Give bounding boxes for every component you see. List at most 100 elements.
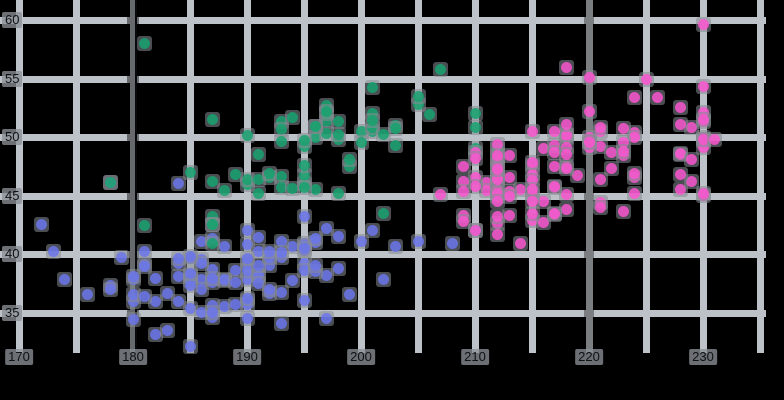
scatter-point-blue[interactable] bbox=[239, 223, 255, 239]
scatter-point-pink[interactable] bbox=[558, 186, 574, 202]
scatter-point-blue[interactable] bbox=[262, 244, 278, 260]
scatter-point-blue[interactable] bbox=[410, 233, 426, 249]
scatter-point-blue[interactable] bbox=[239, 290, 255, 306]
scatter-point-blue[interactable] bbox=[205, 271, 221, 287]
scatter-point-green[interactable] bbox=[228, 166, 244, 182]
scatter-point-pink[interactable] bbox=[615, 143, 631, 159]
scatter-point-pink[interactable] bbox=[558, 147, 574, 163]
scatter-point-pink[interactable] bbox=[615, 121, 631, 137]
scatter-point-blue[interactable] bbox=[228, 262, 244, 278]
scatter-point-pink[interactable] bbox=[638, 72, 654, 88]
scatter-point-green[interactable] bbox=[467, 106, 483, 122]
scatter-point-green[interactable] bbox=[239, 128, 255, 144]
scatter-point-pink[interactable] bbox=[592, 120, 608, 136]
scatter-point-green[interactable] bbox=[433, 61, 449, 77]
scatter-point-pink[interactable] bbox=[490, 162, 506, 178]
scatter-point-blue[interactable] bbox=[296, 262, 312, 278]
scatter-point-green[interactable] bbox=[205, 217, 221, 233]
scatter-point-blue[interactable] bbox=[182, 266, 198, 282]
scatter-point-pink[interactable] bbox=[672, 145, 688, 161]
scatter-point-green[interactable] bbox=[182, 164, 198, 180]
scatter-point-green[interactable] bbox=[205, 173, 221, 189]
scatter-point-green[interactable] bbox=[410, 88, 426, 104]
scatter-point-green[interactable] bbox=[319, 103, 335, 119]
scatter-point-blue[interactable] bbox=[250, 258, 266, 274]
scatter-point-pink[interactable] bbox=[570, 168, 586, 184]
scatter-point-blue[interactable] bbox=[193, 233, 209, 249]
scatter-point-pink[interactable] bbox=[513, 235, 529, 251]
scatter-point-green[interactable] bbox=[387, 137, 403, 153]
scatter-point-blue[interactable] bbox=[171, 251, 187, 267]
scatter-point-pink[interactable] bbox=[490, 209, 506, 225]
scatter-point-pink[interactable] bbox=[672, 166, 688, 182]
scatter-point-green[interactable] bbox=[273, 122, 289, 138]
scatter-point-green[interactable] bbox=[250, 147, 266, 163]
scatter-point-green[interactable] bbox=[319, 125, 335, 141]
scatter-point-pink[interactable] bbox=[672, 116, 688, 132]
scatter-point-blue[interactable] bbox=[216, 272, 232, 288]
scatter-point-green[interactable] bbox=[239, 171, 255, 187]
scatter-point-green[interactable] bbox=[285, 109, 301, 125]
scatter-point-green[interactable] bbox=[136, 218, 152, 234]
scatter-point-pink[interactable] bbox=[627, 129, 643, 145]
scatter-point-pink[interactable] bbox=[558, 60, 574, 76]
scatter-point-green[interactable] bbox=[216, 183, 232, 199]
scatter-point-blue[interactable] bbox=[262, 281, 278, 297]
scatter-point-green[interactable] bbox=[307, 118, 323, 134]
scatter-point-pink[interactable] bbox=[467, 150, 483, 166]
scatter-point-pink[interactable] bbox=[501, 207, 517, 223]
scatter-point-blue[interactable] bbox=[250, 230, 266, 246]
scatter-point-pink[interactable] bbox=[524, 182, 540, 198]
scatter-point-pink[interactable] bbox=[490, 193, 506, 209]
scatter-point-blue[interactable] bbox=[250, 275, 266, 291]
scatter-point-blue[interactable] bbox=[125, 312, 141, 328]
scatter-point-green[interactable] bbox=[307, 182, 323, 198]
scatter-point-blue[interactable] bbox=[353, 233, 369, 249]
scatter-point-pink[interactable] bbox=[547, 144, 563, 160]
scatter-point-blue[interactable] bbox=[273, 233, 289, 249]
scatter-point-pink[interactable] bbox=[535, 193, 551, 209]
scatter-point-green[interactable] bbox=[273, 179, 289, 195]
scatter-point-blue[interactable] bbox=[273, 285, 289, 301]
scatter-point-blue[interactable] bbox=[319, 310, 335, 326]
scatter-point-blue[interactable] bbox=[273, 245, 289, 261]
scatter-point-blue[interactable] bbox=[148, 294, 164, 310]
scatter-point-green[interactable] bbox=[250, 185, 266, 201]
scatter-point-green[interactable] bbox=[205, 111, 221, 127]
scatter-point-green[interactable] bbox=[364, 113, 380, 129]
scatter-point-pink[interactable] bbox=[513, 182, 529, 198]
scatter-point-pink[interactable] bbox=[581, 103, 597, 119]
scatter-point-blue[interactable] bbox=[273, 315, 289, 331]
scatter-point-blue[interactable] bbox=[148, 271, 164, 287]
scatter-point-green[interactable] bbox=[387, 121, 403, 137]
scatter-point-pink[interactable] bbox=[547, 158, 563, 174]
scatter-point-pink[interactable] bbox=[547, 205, 563, 221]
scatter-point-green[interactable] bbox=[205, 235, 221, 251]
scatter-point-blue[interactable] bbox=[319, 220, 335, 236]
scatter-point-blue[interactable] bbox=[319, 267, 335, 283]
scatter-point-pink[interactable] bbox=[478, 183, 494, 199]
scatter-point-blue[interactable] bbox=[79, 287, 95, 303]
scatter-point-blue[interactable] bbox=[171, 294, 187, 310]
scatter-point-blue[interactable] bbox=[182, 248, 198, 264]
scatter-point-blue[interactable] bbox=[285, 273, 301, 289]
scatter-point-blue[interactable] bbox=[342, 287, 358, 303]
scatter-point-pink[interactable] bbox=[558, 128, 574, 144]
scatter-point-pink[interactable] bbox=[547, 123, 563, 139]
scatter-point-green[interactable] bbox=[136, 35, 152, 51]
scatter-point-blue[interactable] bbox=[307, 258, 323, 274]
scatter-point-green[interactable] bbox=[376, 205, 392, 221]
scatter-point-pink[interactable] bbox=[558, 116, 574, 132]
scatter-point-blue[interactable] bbox=[364, 223, 380, 239]
scatter-point-pink[interactable] bbox=[627, 165, 643, 181]
scatter-point-pink[interactable] bbox=[706, 131, 722, 147]
scatter-point-pink[interactable] bbox=[524, 155, 540, 171]
scatter-point-pink[interactable] bbox=[672, 100, 688, 116]
scatter-point-pink[interactable] bbox=[456, 184, 472, 200]
scatter-point-green[interactable] bbox=[262, 165, 278, 181]
scatter-point-blue[interactable] bbox=[444, 235, 460, 251]
scatter-point-green[interactable] bbox=[273, 134, 289, 150]
scatter-point-blue[interactable] bbox=[193, 255, 209, 271]
scatter-point-blue[interactable] bbox=[125, 287, 141, 303]
scatter-point-blue[interactable] bbox=[125, 268, 141, 284]
